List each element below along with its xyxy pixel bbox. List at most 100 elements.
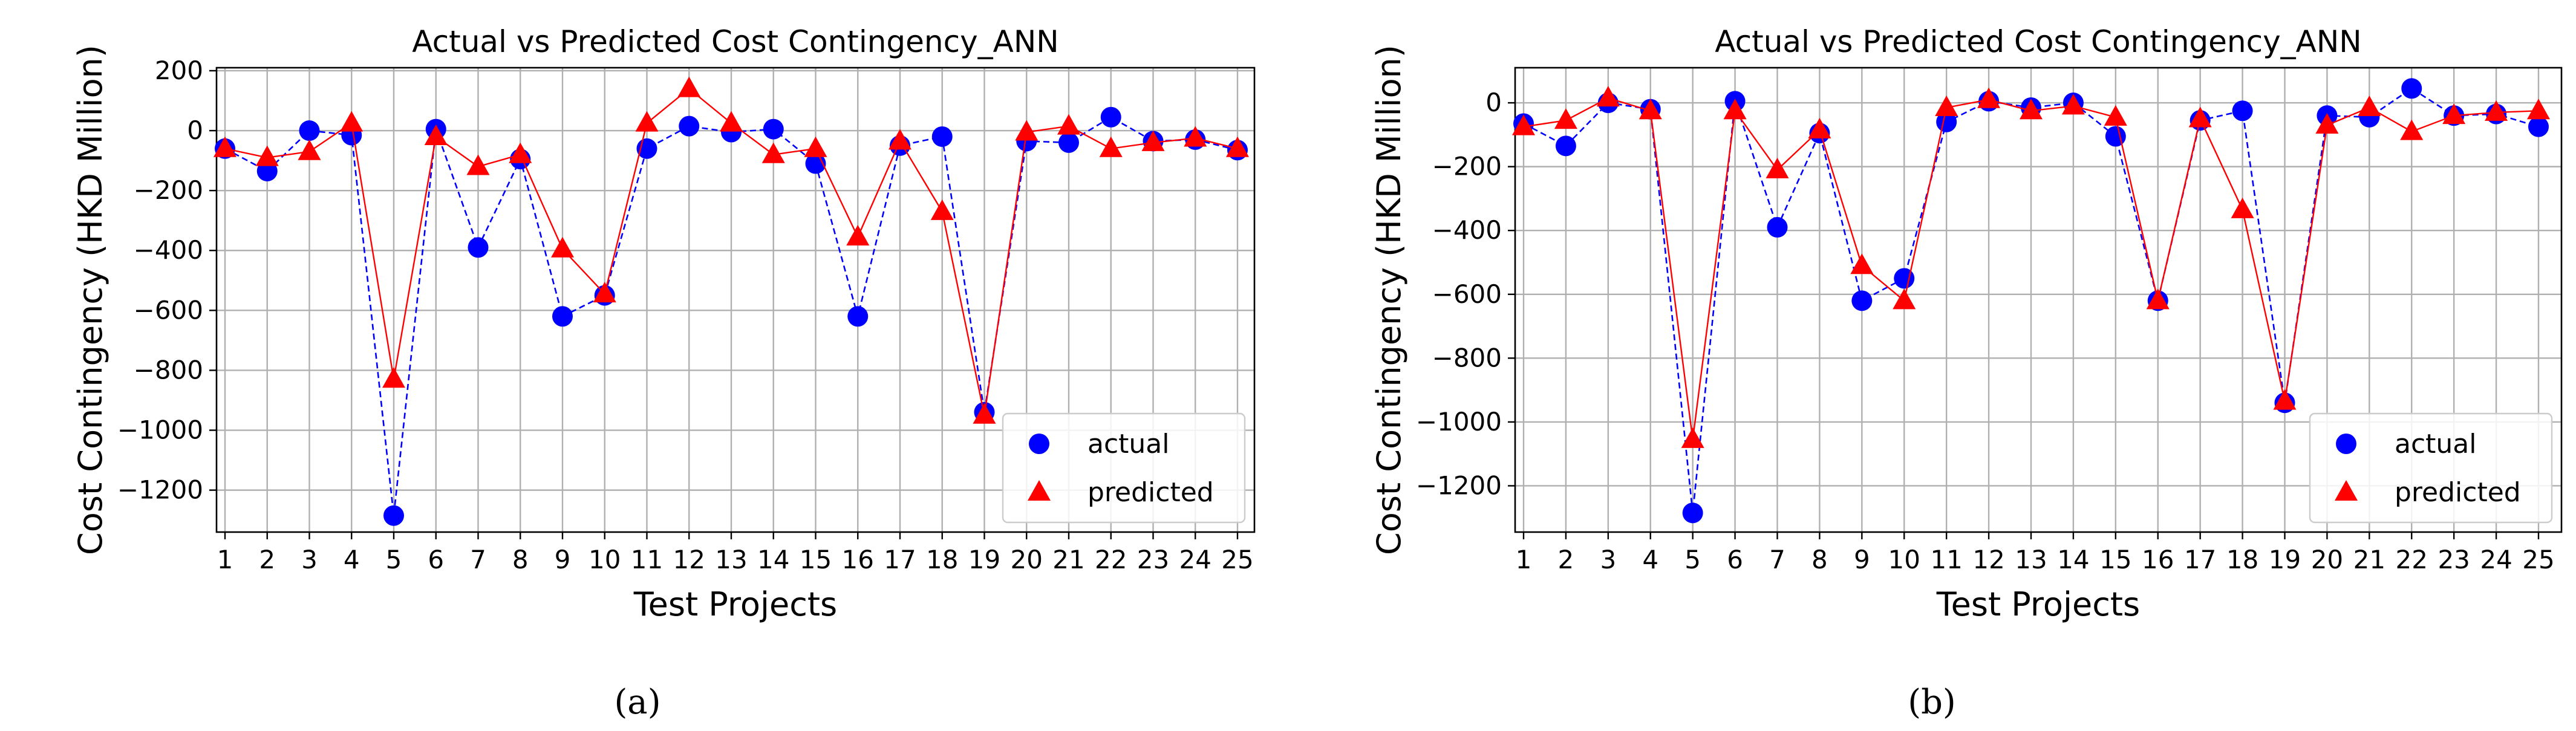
x-tick-label: 4: [1642, 545, 1658, 574]
data-point-predicted: [1639, 99, 1662, 120]
x-tick-label: 7: [470, 545, 486, 574]
data-point-predicted: [677, 76, 701, 97]
x-tick-label: 5: [1684, 545, 1701, 574]
y-axis: −1200 −1000 −800 −600 −400 −200 0: [1416, 88, 1515, 500]
data-point-actual: [468, 237, 489, 258]
y-tick-label: −1200: [117, 475, 203, 505]
data-point-predicted: [1226, 136, 1249, 157]
data-point-predicted: [2315, 113, 2339, 134]
data-point-predicted: [466, 154, 490, 175]
data-point-predicted: [761, 142, 785, 163]
x-tick-label: 22: [2396, 545, 2428, 574]
data-point-predicted: [2400, 119, 2424, 140]
y-tick-label: 200: [155, 56, 203, 85]
legend: actual predicted: [2309, 412, 2553, 524]
x-tick-label: 8: [1811, 545, 1828, 574]
data-point-actual: [1682, 502, 1703, 524]
data-point-predicted: [1184, 126, 1207, 147]
y-tick-label: −1000: [117, 415, 203, 445]
data-point-predicted: [720, 111, 743, 132]
x-tick-label: 6: [1727, 545, 1743, 574]
x-axis-label: Test Projects: [1936, 585, 2140, 623]
x-tick-label: 19: [968, 545, 1000, 574]
x-tick-label: 23: [1137, 545, 1169, 574]
data-point-predicted: [1681, 427, 1704, 448]
data-point-actual: [1555, 135, 1576, 157]
data-point-actual: [2401, 78, 2422, 99]
x-tick-label: 24: [2480, 545, 2512, 574]
x-tick-label: 13: [2015, 545, 2047, 574]
y-axis: −1200 −1000 −800 −600 −400 −200 0 200: [117, 56, 217, 505]
y-axis-label: Cost Contingency (HKD Million): [1370, 45, 1408, 555]
y-tick-label: −1000: [1416, 407, 1502, 437]
x-tick-label: 7: [1769, 545, 1785, 574]
data-point-predicted: [1554, 108, 1577, 129]
data-point-actual: [2528, 116, 2549, 137]
data-point-predicted: [1099, 136, 1123, 157]
data-point-actual: [763, 119, 784, 140]
chart-title: Actual vs Predicted Cost Contingency_ANN: [412, 24, 1058, 59]
data-point-predicted: [2485, 100, 2508, 121]
data-point-predicted: [255, 145, 279, 166]
data-point-predicted: [1935, 95, 1958, 116]
data-point-predicted: [2146, 288, 2170, 310]
y-tick-label: −200: [1432, 152, 1502, 181]
x-tick-label: 23: [2437, 545, 2470, 574]
legend-label: actual: [1087, 429, 1169, 460]
data-point-predicted: [2061, 94, 2085, 115]
y-tick-label: −200: [134, 175, 203, 205]
data-point-actual: [1767, 216, 1788, 238]
y-tick-label: −800: [134, 355, 203, 385]
data-point-predicted: [930, 199, 954, 220]
x-tick-label: 14: [2057, 545, 2089, 574]
x-tick-label: 11: [631, 545, 663, 574]
x-tick-label: 25: [2522, 545, 2554, 574]
x-tick-label: 18: [2226, 545, 2258, 574]
legend-marker-predicted: [2335, 480, 2358, 501]
data-point-actual: [383, 505, 404, 526]
legend-label: predicted: [2395, 477, 2521, 508]
x-tick-label: 6: [428, 545, 444, 574]
plot-frame: [1514, 67, 2563, 533]
x-tick-label: 22: [1095, 545, 1127, 574]
legend-label: actual: [2395, 429, 2476, 460]
data-point-actual: [299, 120, 320, 141]
x-axis-label: Test Projects: [633, 585, 837, 623]
data-point-predicted: [298, 139, 321, 160]
legend-marker-predicted: [1028, 480, 1051, 501]
x-axis: 1 2 3 4 5 6 7 8 9 10 11 12 13 14 15 16 17 18 19 20 21 22 23 24 2…: [1516, 532, 2555, 574]
x-tick-label: 1: [1516, 545, 1532, 574]
x-tick-label: 16: [842, 545, 874, 574]
legend-marker-actual: [1029, 434, 1049, 454]
x-tick-label: 24: [1179, 545, 1211, 574]
data-point-predicted: [2442, 103, 2466, 125]
data-point-predicted: [551, 236, 574, 258]
data-point-predicted: [340, 111, 364, 132]
data-point-predicted: [2273, 389, 2297, 410]
y-tick-label: 0: [1485, 88, 1502, 117]
series-predicted: [214, 76, 1249, 424]
data-point-predicted: [1015, 120, 1039, 141]
data-point-predicted: [635, 111, 659, 132]
data-point-actual: [2105, 126, 2126, 147]
x-tick-label: 15: [2099, 545, 2131, 574]
legend-label: predicted: [1087, 477, 1214, 508]
legend-marker-actual: [2336, 434, 2356, 454]
panel-label: (b): [1908, 683, 1956, 722]
data-point-predicted: [1596, 86, 1620, 107]
data-point-predicted: [1808, 117, 1831, 138]
data-point-predicted: [2188, 106, 2212, 128]
y-tick-label: −400: [1432, 215, 1502, 245]
x-tick-label: 1: [217, 545, 233, 574]
x-tick-label: 3: [301, 545, 318, 574]
data-point-predicted: [2104, 105, 2127, 126]
data-point-actual: [1936, 111, 1957, 132]
plot-frame: [215, 67, 1256, 533]
data-point-actual: [1100, 106, 1121, 128]
data-point-predicted: [382, 367, 405, 388]
y-tick-label: 0: [187, 115, 203, 145]
data-point-predicted: [1141, 130, 1165, 151]
panel-label: (a): [614, 683, 660, 722]
data-point-actual: [552, 306, 573, 327]
